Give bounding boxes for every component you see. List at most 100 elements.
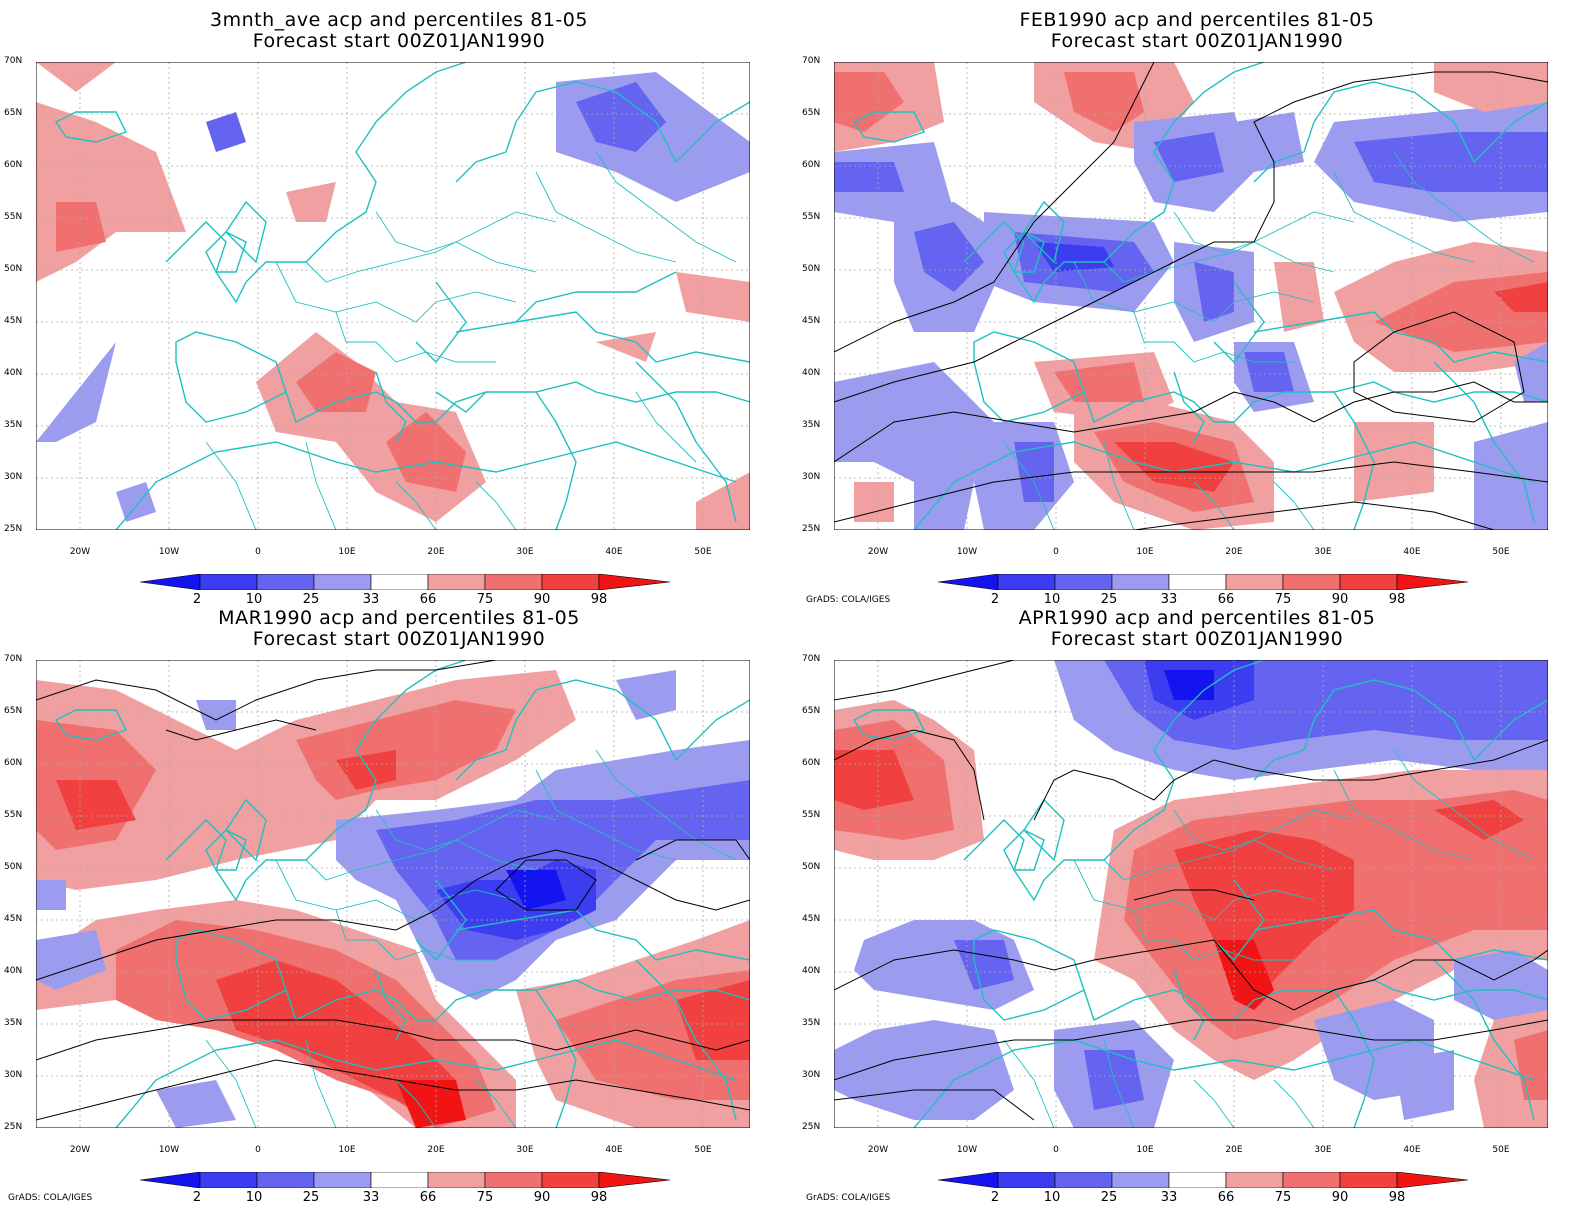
colorbar-label: 90 [1331, 1190, 1349, 1205]
lat-label: 40N [802, 966, 821, 976]
colorbar-label: 25 [1100, 1190, 1118, 1205]
lat-label: 65N [802, 706, 821, 716]
lat-label: 70N [802, 654, 821, 664]
lon-label: 20W [867, 1145, 889, 1155]
lat-label: 45N [4, 316, 23, 326]
lat-label: 55N [802, 810, 821, 820]
colorbar-label: 66 [1217, 1190, 1235, 1205]
lat-label: 55N [4, 810, 23, 820]
lon-label: 20E [1225, 547, 1243, 557]
lon-label: 50E [694, 547, 712, 557]
map-panel-feb: FEB1990 acp and percentiles 81-05 Foreca… [798, 0, 1596, 607]
lat-label: 35N [4, 1018, 23, 1028]
lon-label: 0 [1053, 1145, 1059, 1155]
panel-title: FEB1990 acp and percentiles 81-05 [1019, 9, 1375, 31]
lon-label: 50E [1492, 547, 1510, 557]
colorbar [140, 1172, 670, 1188]
credit-text: GrADS: COLA/IGES [8, 1193, 93, 1203]
lat-label: 50N [802, 862, 821, 872]
lat-label: 35N [802, 1018, 821, 1028]
lat-label: 65N [4, 706, 23, 716]
lon-label: 20E [1225, 1145, 1243, 1155]
colorbar-label: 98 [590, 1190, 608, 1205]
colorbar-label: 33 [1160, 592, 1178, 607]
panel-title: MAR1990 acp and percentiles 81-05 [218, 607, 580, 629]
lon-label: 30E [516, 547, 534, 557]
map-area [36, 62, 772, 542]
colorbar-label: 98 [1388, 1190, 1406, 1205]
lon-label: 10E [1136, 547, 1154, 557]
colorbar-label: 90 [1331, 592, 1349, 607]
lon-label: 20W [867, 547, 889, 557]
colorbar-label: 66 [419, 1190, 437, 1205]
lon-label: 40E [1403, 547, 1421, 557]
lon-label: 50E [694, 1145, 712, 1155]
colorbar-label: 33 [362, 592, 380, 607]
lat-label: 50N [4, 862, 23, 872]
lat-label: 30N [4, 472, 23, 482]
colorbar-label: 25 [1100, 592, 1118, 607]
colorbar-label: 75 [476, 1190, 494, 1205]
lon-label: 40E [605, 547, 623, 557]
lat-label: 35N [4, 420, 23, 430]
colorbar-label: 33 [1160, 1190, 1178, 1205]
lat-label: 60N [802, 758, 821, 768]
lon-label: 30E [516, 1145, 534, 1155]
panel-subtitle: Forecast start 00Z01JAN1990 [1050, 628, 1344, 650]
colorbar-label: 75 [476, 592, 494, 607]
panel-subtitle: Forecast start 00Z01JAN1990 [1050, 30, 1344, 52]
lon-label: 30E [1314, 1145, 1332, 1155]
lon-label: 0 [1053, 547, 1059, 557]
lat-label: 70N [4, 654, 23, 664]
lon-label: 40E [1403, 1145, 1421, 1155]
lat-label: 30N [4, 1070, 23, 1080]
colorbar-label: 10 [1043, 592, 1061, 607]
panel-title: APR1990 acp and percentiles 81-05 [1018, 607, 1376, 629]
colorbar-label: 10 [245, 1190, 263, 1205]
colorbar-label: 10 [1043, 1190, 1061, 1205]
lon-label: 20W [69, 1145, 91, 1155]
map-area [834, 62, 1570, 542]
colorbar-label: 2 [990, 1190, 1000, 1205]
colorbar-label: 98 [590, 592, 608, 607]
colorbar-label: 90 [533, 1190, 551, 1205]
lat-label: 45N [4, 914, 23, 924]
colorbar-label: 2 [192, 1190, 202, 1205]
lat-label: 50N [802, 264, 821, 274]
lat-label: 55N [4, 212, 23, 222]
lat-label: 70N [802, 56, 821, 66]
lon-label: 10E [1136, 1145, 1154, 1155]
colorbar-label: 2 [192, 592, 202, 607]
panel-title: 3mnth_ave acp and percentiles 81-05 [210, 9, 588, 31]
lon-label: 10W [956, 547, 978, 557]
lat-label: 65N [802, 108, 821, 118]
panel-subtitle: Forecast start 00Z01JAN1990 [252, 628, 546, 650]
lon-label: 10W [158, 1145, 180, 1155]
colorbar-label: 2 [990, 592, 1000, 607]
colorbar [938, 574, 1468, 590]
lat-label: 40N [4, 368, 23, 378]
lat-label: 70N [4, 56, 23, 66]
lat-label: 25N [4, 524, 23, 534]
map-panel-apr: APR1990 acp and percentiles 81-05 Foreca… [798, 598, 1596, 1205]
map-panel-mar: MAR1990 acp and percentiles 81-05 Foreca… [0, 598, 798, 1205]
lon-label: 10E [338, 1145, 356, 1155]
lon-label: 20E [427, 547, 445, 557]
lat-label: 55N [802, 212, 821, 222]
lat-label: 25N [802, 1122, 821, 1132]
lat-label: 45N [802, 914, 821, 924]
colorbar-label: 25 [302, 1190, 320, 1205]
credit-text: GrADS: COLA/IGES [806, 595, 891, 605]
lon-label: 10E [338, 547, 356, 557]
lat-label: 35N [802, 420, 821, 430]
lat-label: 30N [802, 472, 821, 482]
lon-label: 20W [69, 547, 91, 557]
lat-label: 30N [802, 1070, 821, 1080]
colorbar-label: 10 [245, 592, 263, 607]
colorbar-label: 33 [362, 1190, 380, 1205]
colorbar-label: 75 [1274, 592, 1292, 607]
colorbar [140, 574, 670, 590]
lon-label: 20E [427, 1145, 445, 1155]
credit-text: GrADS: COLA/IGES [806, 1193, 891, 1203]
lat-label: 40N [4, 966, 23, 976]
